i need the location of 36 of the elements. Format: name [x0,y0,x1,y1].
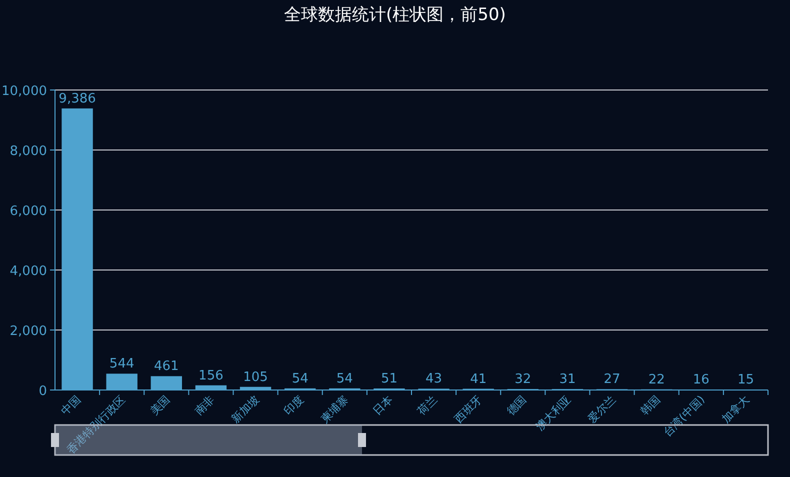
data-label: 54 [292,371,308,386]
data-label: 22 [648,372,665,388]
x-tick-label: 加拿大 [719,392,752,426]
x-tick-label: 新加坡 [229,392,262,426]
x-tick-label: 南非 [192,392,218,418]
x-tick-label: 韩国 [638,392,663,418]
data-label: 51 [380,371,398,386]
y-tick-label: 4,000 [10,264,47,279]
data-label: 9,386 [58,91,96,106]
data-label: 105 [243,370,268,385]
x-tick-label: 美国 [148,392,173,418]
x-tick-label: 中国 [58,392,84,418]
data-label: 16 [692,372,710,388]
x-tick-label: 爱尔兰 [586,392,618,426]
data-label: 544 [109,356,134,372]
data-label: 41 [470,372,487,387]
data-label: 54 [336,371,353,386]
y-tick-label: 10,000 [2,84,47,99]
y-tick-label: 2,000 [10,324,47,339]
data-label: 15 [737,372,754,388]
data-label: 461 [154,359,179,374]
y-tick-label: 6,000 [10,204,47,219]
x-tick-label: 西班牙 [452,392,484,426]
y-tick-label: 0 [38,384,47,399]
data-label: 27 [604,372,620,388]
data-label: 156 [198,368,224,384]
x-tick-label: 日本 [370,392,396,418]
y-tick-label: 8,000 [10,144,47,159]
data-label: 43 [426,372,442,387]
chart-title: 全球数据统计(柱状图，前50) [284,5,506,25]
data-label: 31 [559,372,576,388]
x-tick-label: 柬埔寨 [318,392,351,426]
data-label: 32 [514,372,532,388]
x-tick-label: 印度 [281,392,306,418]
x-tick-label: 德国 [504,392,530,418]
x-tick-label: 荷兰 [415,392,440,418]
